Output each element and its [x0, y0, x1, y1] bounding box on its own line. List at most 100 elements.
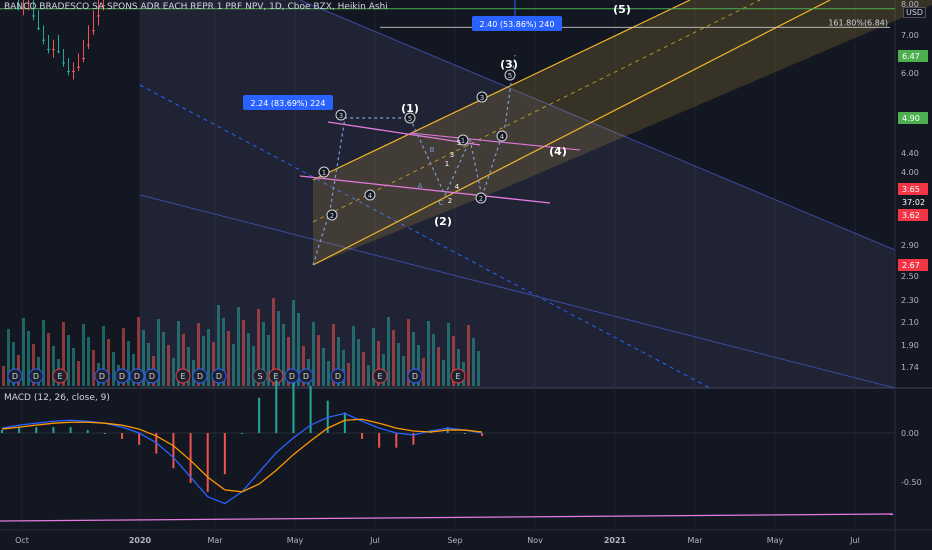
volume-bar-70 — [352, 326, 355, 386]
macd-histogram-bar-0 — [1, 430, 3, 433]
measure-2-label-bg — [472, 16, 562, 31]
volume-bar-80 — [402, 356, 405, 386]
volume-bar-71 — [357, 339, 360, 386]
event-marker-label-6: D — [149, 372, 155, 381]
volume-bar-1 — [7, 329, 10, 386]
volume-bar-83 — [417, 345, 420, 386]
price-axis-tick-2: 6.00 — [901, 69, 919, 78]
event-marker-17 — [450, 368, 466, 384]
sub-wave-marker-5 — [457, 134, 469, 146]
volume-bar-75 — [377, 341, 380, 386]
sub-wave-marker-label-3: 4 — [368, 192, 373, 200]
time-axis-label-3: May — [287, 536, 304, 545]
price-axis-tick-0: 8.00 — [901, 0, 919, 9]
time-axis-label-0: Oct — [15, 536, 29, 545]
volume-bar-93 — [467, 325, 470, 386]
event-marker-9 — [211, 368, 227, 384]
macd-histogram-bar-28 — [481, 433, 483, 436]
volume-bar-46 — [232, 344, 235, 386]
minor-wave-label-3: 4 — [455, 183, 460, 191]
price-marker-bg-4 — [898, 209, 928, 221]
macd-histogram-bar-12 — [206, 433, 209, 492]
macd-histogram-bar-7 — [121, 433, 123, 439]
sub-wave-marker-label-4: 5 — [408, 115, 412, 123]
macd-histogram-bar-24 — [412, 433, 415, 445]
macd-histogram-bar-27 — [463, 433, 466, 434]
macd-histogram-bar-20 — [343, 412, 346, 433]
candle-body-4 — [22, 7, 25, 9]
event-marker-7 — [175, 368, 191, 384]
volume-bar-65 — [327, 361, 330, 386]
volume-bar-82 — [412, 332, 415, 386]
currency-badge[interactable]: USD — [903, 7, 927, 18]
macd-indicator-title[interactable]: MACD (12, 26, close, 9) — [4, 393, 110, 403]
price-axis-tick-5: 4.00 — [901, 168, 919, 177]
fib-level-label-0: 161.80%(6.84) — [828, 18, 888, 27]
macd-histogram-bar-17 — [292, 383, 295, 433]
time-axis-label-5: Sep — [447, 536, 462, 545]
minor-wave-label-7: C — [439, 199, 444, 207]
macd-histogram-bar-11 — [189, 433, 192, 483]
volume-bar-57 — [287, 337, 290, 386]
volume-bar-27 — [137, 317, 140, 386]
price-marker-label-2: 3.65 — [902, 185, 920, 194]
event-marker-label-14: D — [335, 372, 341, 381]
macd-histogram-bar-13 — [223, 433, 226, 475]
event-marker-label-13: D — [303, 372, 309, 381]
volume-bar-72 — [362, 352, 365, 386]
candle-body-14 — [72, 71, 75, 73]
volume-bar-68 — [342, 350, 345, 386]
candle-body-11 — [57, 51, 60, 53]
event-marker-label-17: E — [455, 372, 460, 381]
volume-bar-64 — [322, 348, 325, 386]
candle-body-8 — [42, 39, 45, 41]
volume-bar-18 — [92, 350, 95, 386]
price-axis-tick-7: 2.90 — [901, 241, 919, 250]
sub-wave-marker-7 — [476, 91, 488, 103]
sub-wave-marker-label-8: 4 — [500, 133, 505, 141]
time-axis-label-10: Jul — [849, 536, 860, 545]
volume-bar-16 — [82, 324, 85, 386]
chart-title: BANCO BRADESCO SA SPONS ADR EACH REPR 1 … — [4, 2, 388, 12]
sub-wave-marker-label-6: 2 — [479, 195, 483, 203]
time-axis-label-4: Jul — [369, 536, 380, 545]
macd-histogram-bar-14 — [241, 433, 243, 434]
macd-axis-tick-0: 0.00 — [901, 429, 919, 438]
macd-axis-tick-1: -0.50 — [901, 478, 922, 487]
regression-channel-lower — [139, 194, 896, 389]
event-marker-15 — [372, 368, 388, 384]
macd-histogram-bar-22 — [378, 433, 381, 448]
candle-body-9 — [47, 48, 50, 50]
volume-bar-15 — [77, 361, 80, 386]
time-axis-label-8: Mar — [687, 536, 703, 545]
volume-bar-55 — [277, 311, 280, 386]
event-marker-6 — [144, 368, 160, 384]
time-axis-label-1: 2020 — [129, 536, 152, 545]
event-marker-0 — [7, 368, 23, 384]
macd-series-1 — [1, 418, 483, 493]
candle-body-7 — [37, 27, 40, 29]
macd-histogram-bar-3 — [52, 427, 55, 433]
price-marker-label-0: 6.47 — [902, 52, 920, 61]
event-marker-3 — [94, 368, 110, 384]
volume-bar-78 — [392, 330, 395, 386]
candle-body-19 — [97, 15, 100, 17]
event-marker-label-1: D — [33, 372, 39, 381]
event-marker-10 — [252, 368, 268, 384]
minor-wave-label-0: 1 — [445, 160, 449, 168]
macd-histogram-bar-4 — [69, 427, 72, 433]
sub-wave-marker-2 — [335, 109, 347, 121]
volume-bar-77 — [387, 317, 390, 386]
volume-bar-39 — [197, 323, 200, 386]
volume-bar-24 — [122, 328, 125, 386]
candle-body-15 — [77, 66, 80, 68]
wave-label-1: (1) — [401, 102, 419, 115]
candle-body-5 — [27, 2, 30, 4]
volume-bar-29 — [147, 343, 150, 386]
volume-bar-51 — [257, 309, 260, 386]
wave-label-5: (5) — [613, 3, 631, 16]
macd-histogram-bar-5 — [86, 430, 89, 433]
macd-histogram-bar-21 — [361, 433, 363, 439]
volume-bar-95 — [477, 351, 480, 386]
